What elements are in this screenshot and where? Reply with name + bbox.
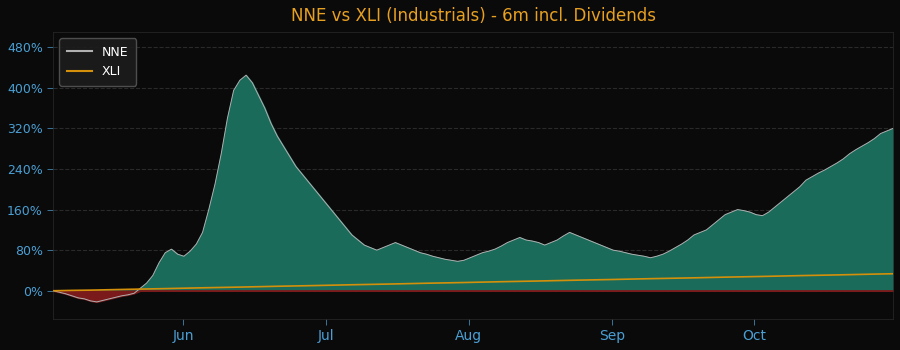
Legend: NNE, XLI: NNE, XLI xyxy=(59,38,136,85)
Title: NNE vs XLI (Industrials) - 6m incl. Dividends: NNE vs XLI (Industrials) - 6m incl. Divi… xyxy=(291,7,655,25)
